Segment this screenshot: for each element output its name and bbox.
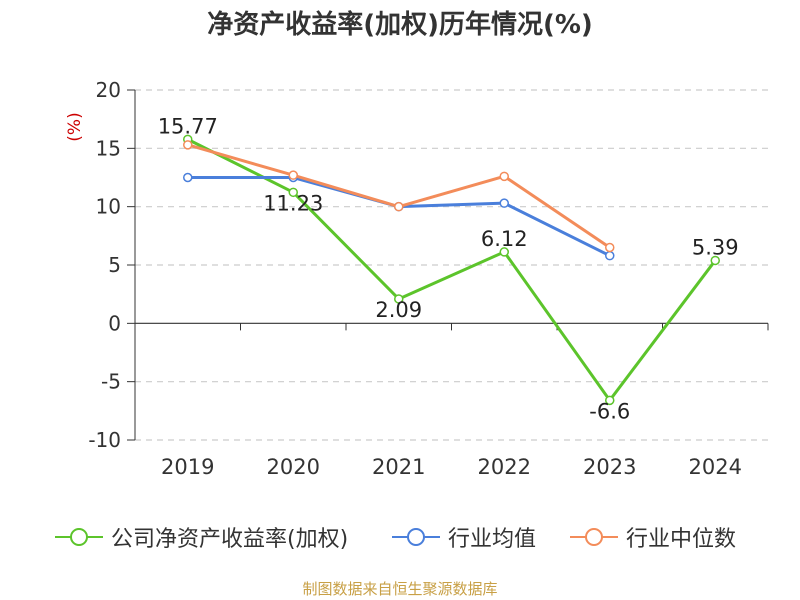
data-label: 5.39 bbox=[692, 235, 739, 259]
legend-item-industry-avg[interactable]: 行业均值 bbox=[392, 522, 536, 552]
series-company-roe-point bbox=[288, 187, 298, 198]
series-industry-median-point bbox=[288, 170, 298, 180]
data-label: 11.23 bbox=[263, 191, 323, 215]
data-label: 15.77 bbox=[158, 114, 218, 138]
legend: 公司净资产收益率(加权) 行业均值 行业中位数 bbox=[0, 522, 800, 552]
x-tick-label: 2019 bbox=[161, 455, 214, 479]
legend-label-industry-median: 行业中位数 bbox=[626, 527, 737, 552]
legend-item-company[interactable]: 公司净资产收益率(加权) bbox=[55, 522, 348, 552]
legend-label-company: 公司净资产收益率(加权) bbox=[111, 527, 349, 552]
x-tick-label: 2023 bbox=[583, 455, 636, 479]
x-tick-label: 2024 bbox=[689, 455, 742, 479]
series-industry-avg-point bbox=[605, 250, 615, 261]
series-industry-median-point bbox=[394, 201, 404, 212]
y-tick-label: -5 bbox=[101, 370, 121, 394]
y-tick-label: 10 bbox=[96, 195, 121, 219]
series-company-roe-point bbox=[394, 294, 404, 304]
y-tick-label: 15 bbox=[96, 136, 121, 160]
series-company-roe-point bbox=[499, 247, 509, 257]
data-label: 6.12 bbox=[481, 227, 528, 251]
legend-item-industry-median[interactable]: 行业中位数 bbox=[570, 522, 736, 552]
series-company-roe-point bbox=[710, 255, 720, 266]
y-tick-label: 5 bbox=[108, 253, 121, 277]
series-company-roe-line bbox=[187, 138, 717, 402]
data-label: -6.6 bbox=[589, 399, 630, 423]
y-tick-label: 20 bbox=[96, 78, 121, 102]
x-tick-label: 2022 bbox=[478, 455, 531, 479]
series-industry-avg-point bbox=[499, 198, 509, 208]
data-label: 2.09 bbox=[375, 298, 422, 322]
x-tick-label: 2020 bbox=[267, 455, 320, 479]
legend-line-marker-icon bbox=[392, 528, 440, 546]
series-industry-avg-line bbox=[187, 176, 611, 258]
series-industry-avg-point bbox=[183, 172, 193, 183]
x-tick-label: 2021 bbox=[372, 455, 425, 479]
data-source-note: 制图数据来自恒生聚源数据库 bbox=[302, 580, 498, 598]
chart-title: 净资产收益率(加权)历年情况(%) bbox=[207, 10, 593, 40]
series-industry-median-point bbox=[183, 140, 193, 150]
legend-label-industry-avg: 行业均值 bbox=[448, 527, 537, 552]
series-industry-median-point bbox=[499, 171, 509, 182]
roe-line-chart: 20 15 10 5 0 -5 -10 (%) 2019 2020 2021 2022 2023 2024… bbox=[65, 78, 769, 479]
y-tick-label: -10 bbox=[88, 428, 121, 452]
legend-line-marker-icon bbox=[570, 528, 618, 546]
legend-line-marker-icon bbox=[55, 528, 103, 546]
y-tick-label: 0 bbox=[108, 311, 121, 335]
y-axis-unit-label: (%) bbox=[65, 112, 85, 141]
series-company-roe-point bbox=[605, 395, 615, 406]
series-industry-median-point bbox=[605, 242, 615, 253]
series-industry-median-line bbox=[187, 143, 611, 249]
